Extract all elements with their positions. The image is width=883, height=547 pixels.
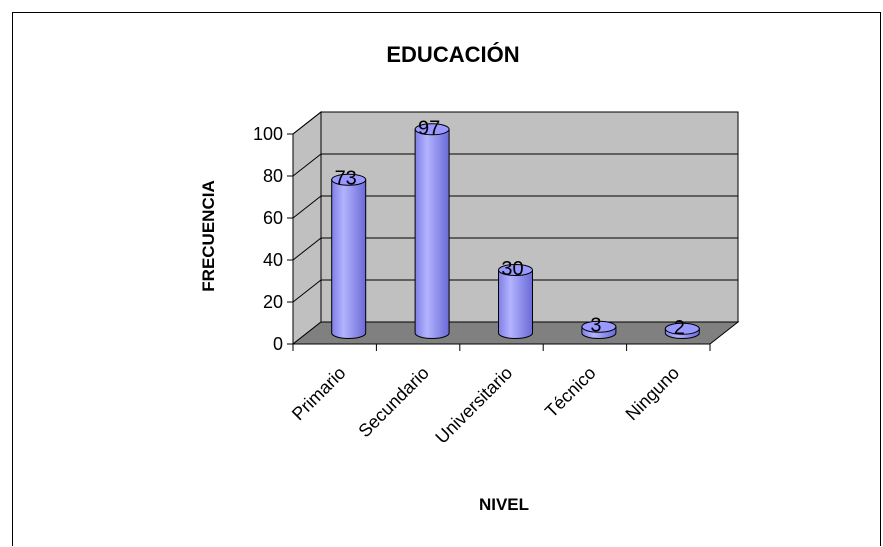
bar (498, 269, 533, 339)
x-tick-label: Técnico (541, 363, 600, 422)
bar-top (581, 320, 617, 333)
chart-title: EDUCACIÓN (386, 42, 519, 67)
y-tick-label: 80 (263, 166, 283, 186)
x-tick-label: Universitario (431, 363, 516, 448)
bar (331, 179, 367, 339)
gridline (292, 111, 738, 135)
data-label: 3 (590, 315, 601, 337)
gridlines (292, 111, 738, 303)
gridline (292, 153, 738, 177)
bar-top (414, 123, 450, 136)
y-tick-label: 100 (253, 124, 283, 144)
y-axis-title: FRECUENCIA (199, 180, 218, 291)
chart-frame (12, 12, 881, 546)
y-tick-label: 20 (263, 292, 283, 312)
bar-top (498, 264, 533, 276)
bar-top (331, 173, 367, 186)
data-label: 73 (335, 168, 357, 190)
gridline (292, 195, 738, 219)
data-label: 2 (674, 317, 685, 339)
y-tick-label: 40 (263, 250, 283, 270)
bar-top (664, 322, 700, 335)
x-tick-label: Ninguno (622, 363, 684, 425)
side-wall (292, 110, 322, 346)
x-tick-label: Primario (288, 363, 350, 425)
y-tick-label: 60 (263, 208, 283, 228)
bar (414, 128, 450, 339)
x-tick-label: Secundario (354, 363, 433, 442)
bars (331, 123, 700, 339)
gridline (292, 279, 738, 303)
axes (287, 133, 711, 351)
gridline (292, 237, 738, 261)
data-label: 97 (418, 117, 440, 139)
x-axis-title: NIVEL (479, 495, 529, 514)
data-label: 30 (501, 258, 523, 280)
y-tick-label: 0 (273, 334, 283, 354)
